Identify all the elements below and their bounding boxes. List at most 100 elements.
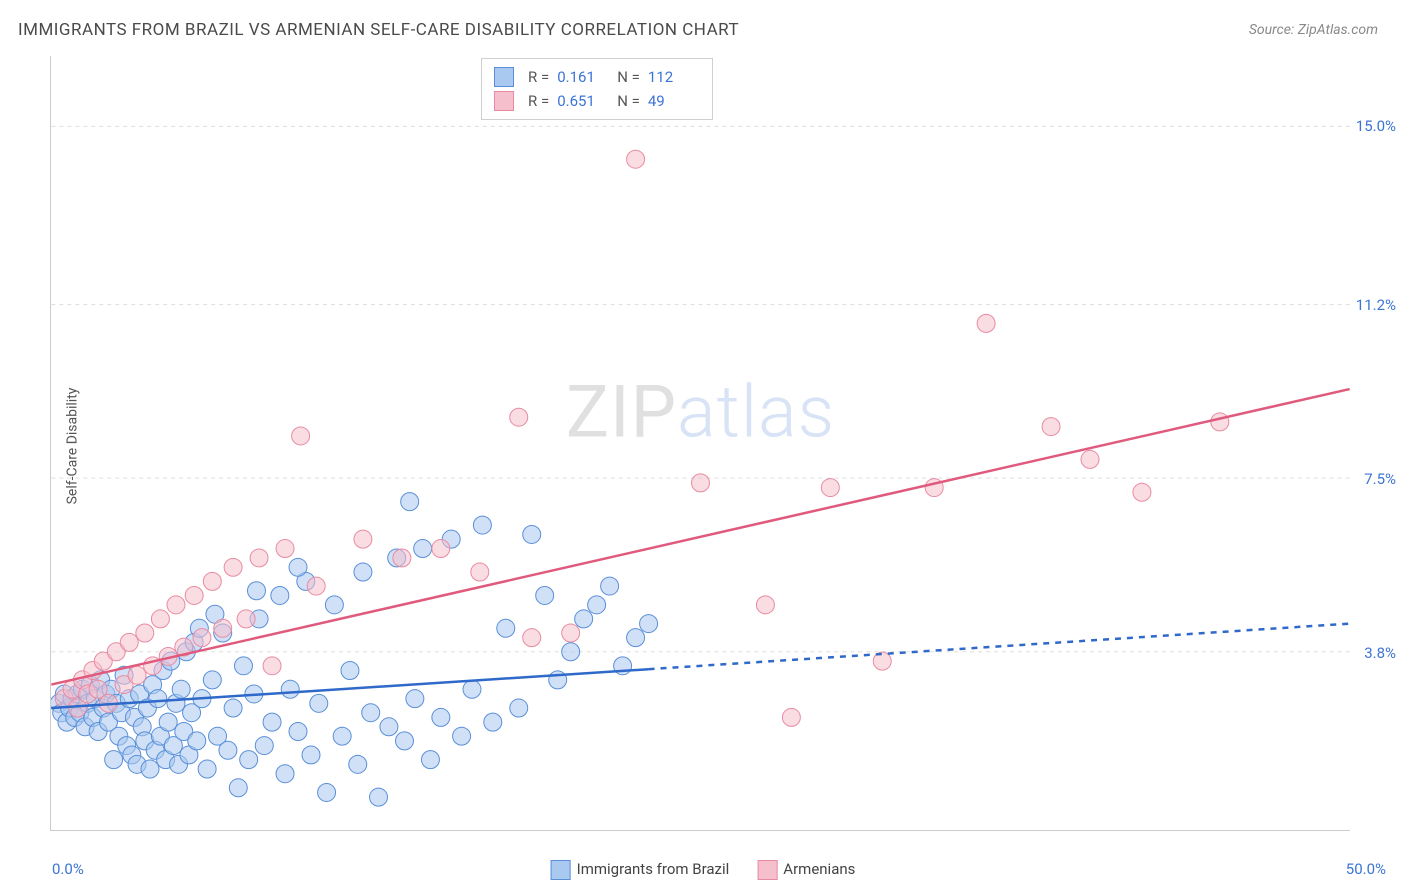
scatter-point bbox=[203, 572, 221, 590]
scatter-point bbox=[292, 427, 310, 445]
legend-n-label: N = bbox=[617, 65, 640, 89]
series-legend-label: Armenians bbox=[783, 860, 855, 878]
scatter-point bbox=[128, 666, 146, 684]
scatter-point bbox=[627, 150, 645, 168]
scatter-point bbox=[263, 713, 281, 731]
scatter-point bbox=[310, 694, 328, 712]
scatter-point bbox=[523, 629, 541, 647]
scatter-point bbox=[354, 530, 372, 548]
scatter-point bbox=[224, 699, 242, 717]
scatter-point bbox=[401, 493, 419, 511]
scatter-point bbox=[193, 629, 211, 647]
scatter-point bbox=[276, 765, 294, 783]
legend-r-value: 0.651 bbox=[557, 89, 609, 113]
y-tick-label: 3.8% bbox=[1364, 644, 1396, 662]
scatter-point bbox=[414, 540, 432, 558]
scatter-point bbox=[172, 680, 190, 698]
scatter-point bbox=[756, 596, 774, 614]
scatter-point bbox=[1133, 483, 1151, 501]
trend-line bbox=[51, 389, 1349, 685]
legend-swatch bbox=[494, 67, 514, 87]
scatter-point bbox=[406, 690, 424, 708]
scatter-point bbox=[289, 723, 307, 741]
chart-title: IMMIGRANTS FROM BRAZIL VS ARMENIAN SELF-… bbox=[18, 20, 739, 40]
scatter-point bbox=[167, 596, 185, 614]
scatter-point bbox=[640, 615, 658, 633]
scatter-point bbox=[271, 586, 289, 604]
scatter-point bbox=[463, 680, 481, 698]
scatter-point bbox=[432, 708, 450, 726]
legend-row: R =0.651N =49 bbox=[494, 89, 700, 113]
scatter-point bbox=[255, 737, 273, 755]
scatter-point bbox=[453, 727, 471, 745]
scatter-point bbox=[421, 751, 439, 769]
legend-swatch bbox=[551, 860, 571, 880]
x-axis-max: 50.0% bbox=[1346, 860, 1386, 878]
scatter-point bbox=[536, 586, 554, 604]
y-tick-label: 11.2% bbox=[1356, 296, 1396, 314]
scatter-point bbox=[105, 751, 123, 769]
plot-area: ZIPatlas R =0.161N =112R =0.651N =49 bbox=[50, 56, 1350, 831]
scatter-point bbox=[588, 596, 606, 614]
scatter-point bbox=[692, 474, 710, 492]
source-label: Source: ZipAtlas.com bbox=[1249, 22, 1378, 38]
legend-row: R =0.161N =112 bbox=[494, 65, 700, 89]
scatter-point bbox=[302, 746, 320, 764]
scatter-point bbox=[484, 713, 502, 731]
scatter-point bbox=[203, 671, 221, 689]
legend-swatch bbox=[757, 860, 777, 880]
scatter-point bbox=[393, 549, 411, 567]
scatter-point bbox=[523, 525, 541, 543]
scatter-point bbox=[198, 760, 216, 778]
scatter-point bbox=[250, 549, 268, 567]
scatter-point bbox=[1042, 418, 1060, 436]
trend-line-extrapolated bbox=[649, 624, 1350, 670]
scatter-point bbox=[307, 577, 325, 595]
scatter-point bbox=[395, 732, 413, 750]
y-tick-label: 15.0% bbox=[1356, 117, 1396, 135]
series-legend-item: Immigrants from Brazil bbox=[551, 860, 730, 880]
scatter-point bbox=[977, 314, 995, 332]
scatter-point bbox=[349, 755, 367, 773]
scatter-point bbox=[120, 633, 138, 651]
scatter-point bbox=[782, 708, 800, 726]
scatter-point bbox=[151, 610, 169, 628]
y-tick-label: 7.5% bbox=[1364, 470, 1396, 488]
scatter-point bbox=[219, 741, 237, 759]
scatter-point bbox=[235, 657, 253, 675]
series-legend-label: Immigrants from Brazil bbox=[577, 860, 730, 878]
scatter-point bbox=[188, 732, 206, 750]
chart-svg bbox=[51, 56, 1350, 830]
scatter-point bbox=[229, 779, 247, 797]
scatter-point bbox=[471, 563, 489, 581]
scatter-point bbox=[362, 704, 380, 722]
legend-n-label: N = bbox=[617, 89, 640, 113]
scatter-point bbox=[263, 657, 281, 675]
scatter-point bbox=[510, 699, 528, 717]
scatter-point bbox=[370, 788, 388, 806]
correlation-legend: R =0.161N =112R =0.651N =49 bbox=[481, 58, 713, 120]
legend-n-value: 112 bbox=[648, 65, 700, 89]
scatter-point bbox=[354, 563, 372, 581]
legend-swatch bbox=[494, 91, 514, 111]
legend-r-value: 0.161 bbox=[557, 65, 609, 89]
series-legend-item: Armenians bbox=[757, 860, 855, 880]
scatter-point bbox=[325, 596, 343, 614]
scatter-point bbox=[318, 783, 336, 801]
x-axis-min: 0.0% bbox=[52, 860, 84, 878]
scatter-point bbox=[237, 610, 255, 628]
scatter-point bbox=[240, 751, 258, 769]
legend-n-value: 49 bbox=[648, 89, 700, 113]
scatter-point bbox=[1081, 450, 1099, 468]
scatter-point bbox=[185, 586, 203, 604]
scatter-point bbox=[510, 408, 528, 426]
scatter-point bbox=[224, 558, 242, 576]
scatter-point bbox=[159, 713, 177, 731]
scatter-point bbox=[575, 610, 593, 628]
series-legend: Immigrants from Brazil Armenians bbox=[551, 860, 856, 880]
scatter-point bbox=[562, 643, 580, 661]
scatter-point bbox=[341, 662, 359, 680]
scatter-point bbox=[333, 727, 351, 745]
scatter-point bbox=[149, 690, 167, 708]
scatter-point bbox=[497, 619, 515, 637]
